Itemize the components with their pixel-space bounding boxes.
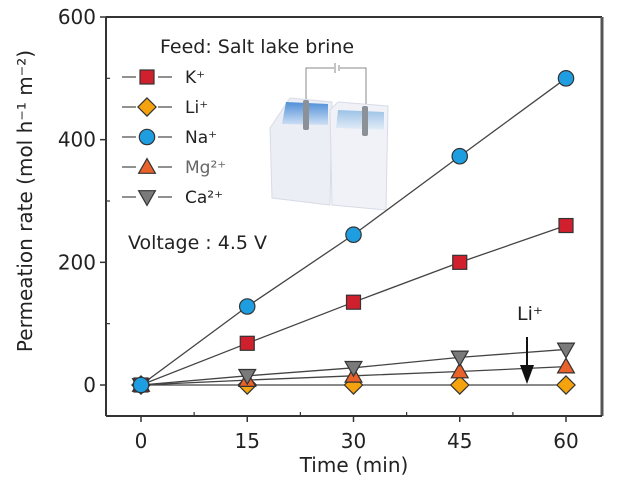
legend-marker [137,190,157,207]
legend-marker [137,97,157,117]
legend-item: Ca²⁺ [122,188,223,208]
data-point [450,350,470,368]
data-point [345,226,362,244]
data-point [450,361,470,379]
y-tick-label: 200 [58,250,96,274]
legend-item: Li⁺ [122,97,208,118]
legend-label: K⁺ [185,68,205,88]
data-point [449,375,470,395]
data-point [556,342,576,360]
feed-annotation: Feed: Salt lake brine [160,36,354,58]
y-tick-label: 400 [58,128,96,152]
cell-illustration [269,63,389,211]
legend-label: Li⁺ [185,98,208,118]
data-point [451,147,469,165]
li-arrow-label: Li⁺ [517,303,543,325]
legend-label: Na⁺ [185,128,217,148]
data-point [132,376,150,394]
y-axis-label: Permeation rate (mol h⁻¹ m⁻²) [13,50,37,352]
data-point [239,335,255,351]
y-tick-label: 600 [58,5,96,29]
data-point [345,294,362,310]
data-point [558,217,574,234]
data-point [556,356,576,374]
x-axis-label: Time (min) [299,453,409,477]
x-tick-label: 60 [553,429,578,453]
legend-marker [138,128,156,146]
legend-marker [139,69,155,85]
y-tick-label: 0 [83,373,96,397]
x-tick-label: 15 [235,429,260,453]
voltage-annotation: Voltage : 4.5 V [128,232,267,254]
data-point [344,360,363,378]
legend-label: Ca²⁺ [185,188,223,208]
x-tick-label: 45 [447,429,472,453]
data-point [238,298,256,315]
legend-label: Mg²⁺ [185,158,226,178]
series-markers [131,70,576,395]
data-point [237,368,257,386]
legend-item: Na⁺ [122,128,217,148]
legend-item: Mg²⁺ [122,157,226,178]
legend-item: K⁺ [122,68,205,88]
legend-marker [137,157,157,174]
data-point [557,70,575,87]
legend: K⁺ Li⁺ Na⁺ Mg²⁺ Ca²⁺ [122,68,226,208]
x-tick-label: 30 [341,429,366,453]
x-tick-label: 0 [135,429,148,453]
x-axis: 0 15 30 45 60 [135,412,579,453]
data-point [452,254,468,270]
li-arrow [520,337,534,384]
data-point [556,375,576,395]
y-axis: 0 200 400 600 [58,5,110,397]
